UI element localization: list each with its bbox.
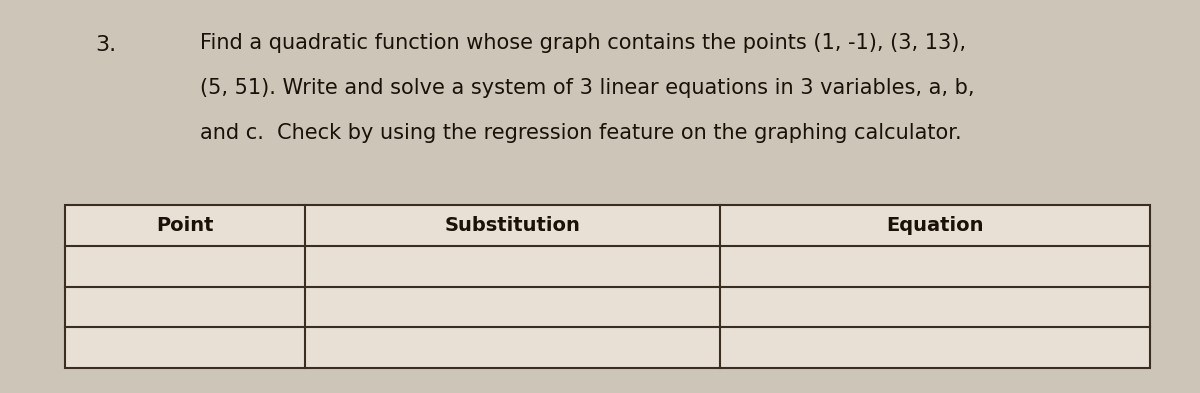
Bar <box>65 246 305 286</box>
Bar <box>65 205 305 246</box>
Text: Find a quadratic function whose graph contains the points (1, -1), (3, 13),: Find a quadratic function whose graph co… <box>200 33 966 53</box>
Bar <box>65 205 1150 368</box>
Bar <box>720 205 1150 246</box>
Text: 3.: 3. <box>95 35 116 55</box>
Bar <box>65 286 305 327</box>
Bar <box>720 286 1150 327</box>
Bar <box>305 246 720 286</box>
Bar <box>720 327 1150 368</box>
Bar <box>305 205 720 246</box>
Text: Equation: Equation <box>887 216 984 235</box>
Text: Point: Point <box>156 216 214 235</box>
Text: and c.  Check by using the regression feature on the graphing calculator.: and c. Check by using the regression fea… <box>200 123 961 143</box>
Text: Substitution: Substitution <box>444 216 581 235</box>
Bar <box>720 246 1150 286</box>
Bar <box>65 327 305 368</box>
Bar <box>305 286 720 327</box>
Text: (5, 51). Write and solve a system of 3 linear equations in 3 variables, a, b,: (5, 51). Write and solve a system of 3 l… <box>200 78 974 98</box>
Bar <box>305 327 720 368</box>
